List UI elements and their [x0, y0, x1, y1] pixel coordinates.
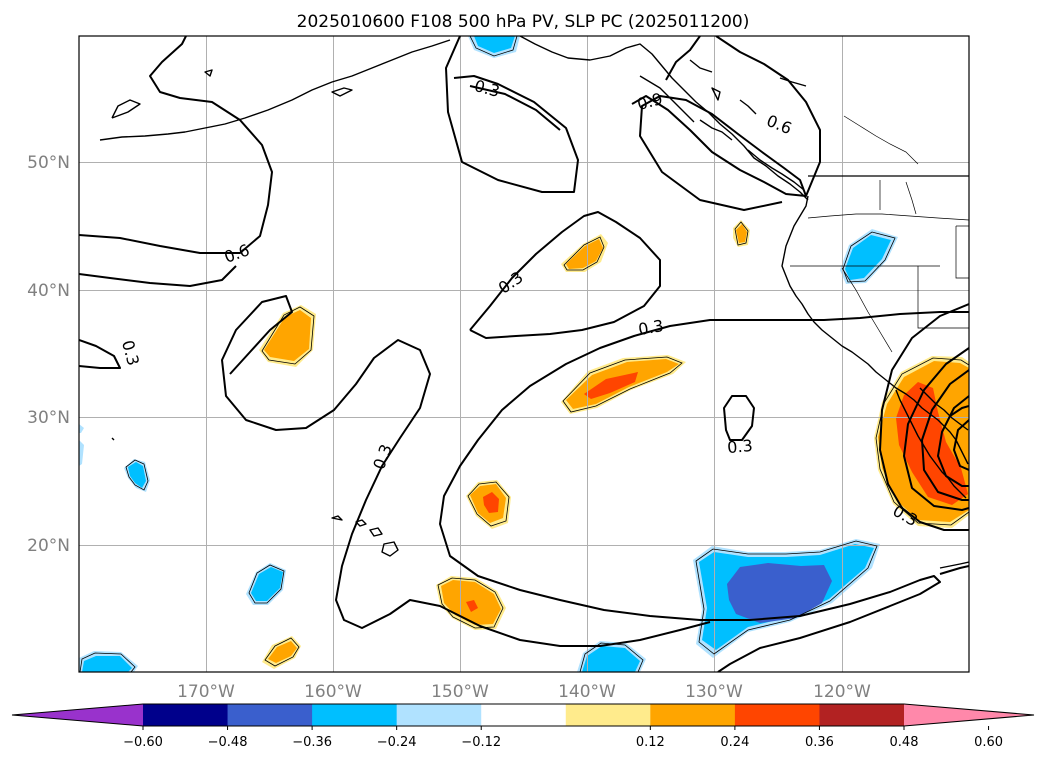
pv-patch-positive: [584, 372, 638, 399]
colorbar-tick-label: −0.36: [292, 735, 332, 750]
lon-tick-label: 140°W: [558, 682, 616, 702]
colorbar-segment: [396, 704, 482, 726]
colorbar-segment: [481, 704, 567, 726]
colorbar-segment: [143, 704, 229, 726]
colorbar-tick-label: 0.48: [890, 735, 919, 750]
pv-shading-layer: [79, 36, 969, 672]
pv-patch-positive: [566, 239, 603, 269]
lon-tick-label: 120°W: [813, 682, 871, 702]
lat-tick-label: 40°N: [27, 281, 70, 301]
colorbar-segment: [650, 704, 736, 726]
colorbar-tick-label: −0.48: [208, 735, 248, 750]
colorbar-segment: [312, 704, 398, 726]
colorbar-tick-label: 0.36: [805, 735, 834, 750]
pv-patch-positive: [268, 641, 297, 663]
colorbar: −0.60 −0.48 −0.36 −0.24 −0.12 0.12 0.24 0.36 0.4…: [11, 703, 1035, 750]
lon-tick-label: 170°W: [177, 682, 235, 702]
colorbar-segment: [565, 704, 651, 726]
pv-patch-positive: [466, 600, 478, 612]
map-area: 0.3 0.9 0.6 0.6 0.3 0.3 0.3 0.3 0.3 0.3: [79, 36, 969, 672]
pv-patch-positive: [736, 224, 747, 243]
colorbar-extend-min: [12, 704, 143, 726]
lat-axis: 50°N 40°N 30°N 20°N: [27, 153, 70, 556]
lon-tick-label: 160°W: [304, 682, 362, 702]
pv-patch-negative: [128, 462, 146, 488]
pv-patch-negative: [79, 440, 84, 466]
colorbar-segment: [227, 704, 313, 726]
colorbar-segment: [819, 704, 905, 726]
pv-patch-negative: [474, 36, 515, 53]
gridlines: [79, 36, 969, 672]
colorbar-tick-label: −0.60: [123, 735, 163, 750]
lon-tick-label: 130°W: [685, 682, 743, 702]
chart-title: 2025010600 F108 500 hPa PV, SLP PC (2025…: [297, 12, 750, 32]
pv-patch-negative: [727, 563, 832, 623]
colorbar-tick-label: 0.60: [974, 735, 1003, 750]
colorbar-tick-label: 0.12: [636, 735, 665, 750]
colorbar-segment: [734, 704, 820, 726]
map-frame: [78, 35, 970, 673]
colorbar-extend-max: [904, 704, 1034, 726]
slp-contours: [79, 36, 969, 672]
colorbar-tick-label: −0.24: [377, 735, 417, 750]
pv-patch-negative: [845, 235, 891, 280]
lon-tick-label: 150°W: [431, 682, 489, 702]
contour-label: 0.3: [637, 316, 665, 339]
pv-patch-negative: [82, 656, 132, 672]
lat-tick-label: 20°N: [27, 536, 70, 556]
lat-tick-label: 50°N: [27, 153, 70, 173]
colorbar-tick-label: 0.24: [720, 735, 749, 750]
lon-axis: 170°W 160°W 150°W 140°W 130°W 120°W: [177, 682, 871, 702]
coastlines: [99, 36, 969, 569]
contour-label: 0.3: [726, 436, 753, 457]
lat-tick-label: 30°N: [27, 408, 70, 428]
pv-patch-negative: [251, 567, 283, 601]
pv-patch-positive: [483, 492, 499, 513]
colorbar-tick-label: −0.12: [461, 735, 501, 750]
pv-patch-negative: [582, 646, 640, 672]
pv-patch-positive: [264, 310, 311, 361]
pv-patch-negative: [79, 424, 84, 433]
